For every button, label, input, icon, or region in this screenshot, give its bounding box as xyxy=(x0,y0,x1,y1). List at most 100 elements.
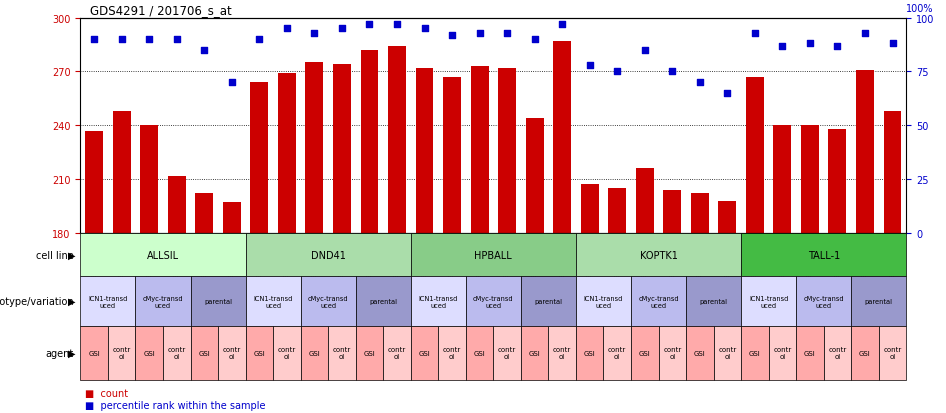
Bar xyxy=(879,326,906,380)
Point xyxy=(197,47,212,54)
Text: contr
ol: contr ol xyxy=(222,347,241,360)
Bar xyxy=(745,78,763,233)
Text: parental: parental xyxy=(700,299,727,304)
Bar xyxy=(741,277,797,326)
Text: parental: parental xyxy=(369,299,397,304)
Bar xyxy=(411,277,465,326)
Text: contr
ol: contr ol xyxy=(884,347,902,360)
Text: contr
ol: contr ol xyxy=(388,347,406,360)
Bar xyxy=(686,277,741,326)
Point xyxy=(830,43,845,50)
Bar xyxy=(576,277,631,326)
Text: cMyc-transd
uced: cMyc-transd uced xyxy=(473,295,514,308)
Text: GSI: GSI xyxy=(144,350,155,356)
Bar xyxy=(741,233,906,277)
Text: contr
ol: contr ol xyxy=(167,347,185,360)
Bar xyxy=(135,326,163,380)
Bar xyxy=(801,126,819,233)
Bar xyxy=(686,326,713,380)
Bar xyxy=(301,277,356,326)
Point xyxy=(279,26,294,33)
Text: cMyc-transd
uced: cMyc-transd uced xyxy=(143,295,184,308)
Point xyxy=(169,37,184,43)
Text: 100%: 100% xyxy=(906,4,934,14)
Bar xyxy=(494,326,521,380)
Bar xyxy=(273,326,301,380)
Bar xyxy=(443,78,461,233)
Point xyxy=(554,22,569,28)
Text: contr
ol: contr ol xyxy=(608,347,626,360)
Bar xyxy=(383,326,411,380)
Text: GSI: GSI xyxy=(859,350,871,356)
Bar xyxy=(415,69,433,233)
Bar xyxy=(113,112,131,233)
Bar xyxy=(465,326,494,380)
Text: GSI: GSI xyxy=(639,350,651,356)
Text: GSI: GSI xyxy=(694,350,706,356)
Bar xyxy=(499,69,517,233)
Bar xyxy=(163,326,190,380)
Bar xyxy=(608,189,626,233)
Point xyxy=(665,69,680,76)
Bar xyxy=(360,51,378,233)
Text: GSI: GSI xyxy=(254,350,265,356)
Point xyxy=(527,37,542,43)
Bar xyxy=(470,67,488,233)
Bar xyxy=(663,190,681,233)
Text: ICN1-transd
uced: ICN1-transd uced xyxy=(418,295,458,308)
Text: genotype/variation: genotype/variation xyxy=(0,297,74,306)
Point xyxy=(334,26,349,33)
Bar xyxy=(797,277,851,326)
Text: ICN1-transd
uced: ICN1-transd uced xyxy=(584,295,623,308)
Bar xyxy=(526,119,544,233)
Text: HPBALL: HPBALL xyxy=(475,250,512,260)
Point xyxy=(747,30,762,37)
Bar xyxy=(328,326,356,380)
Bar xyxy=(85,131,103,233)
Point xyxy=(582,62,597,69)
Bar xyxy=(80,326,108,380)
Bar xyxy=(246,326,273,380)
Bar xyxy=(80,277,135,326)
Bar xyxy=(246,233,411,277)
Text: parental: parental xyxy=(865,299,893,304)
Bar xyxy=(356,326,383,380)
Bar xyxy=(306,63,324,233)
Bar xyxy=(856,71,874,233)
Bar xyxy=(521,277,576,326)
Bar xyxy=(768,326,797,380)
Text: GDS4291 / 201706_s_at: GDS4291 / 201706_s_at xyxy=(90,4,232,17)
Bar xyxy=(851,277,906,326)
Text: GSI: GSI xyxy=(419,350,430,356)
Text: GSI: GSI xyxy=(474,350,485,356)
Text: ■  count: ■ count xyxy=(85,388,129,398)
Point xyxy=(638,47,653,54)
Bar xyxy=(631,277,686,326)
Point xyxy=(87,37,102,43)
Bar xyxy=(718,201,736,233)
Point xyxy=(857,30,872,37)
Bar xyxy=(549,326,576,380)
Text: TALL-1: TALL-1 xyxy=(808,250,840,260)
Text: contr
ol: contr ol xyxy=(829,347,847,360)
Bar xyxy=(167,176,185,233)
Bar xyxy=(521,326,549,380)
Bar xyxy=(251,83,269,233)
Text: cMyc-transd
uced: cMyc-transd uced xyxy=(803,295,844,308)
Point xyxy=(224,80,239,86)
Bar xyxy=(636,169,654,233)
Text: GSI: GSI xyxy=(529,350,540,356)
Text: KOPTK1: KOPTK1 xyxy=(639,250,677,260)
Text: parental: parental xyxy=(204,299,232,304)
Text: contr
ol: contr ol xyxy=(278,347,296,360)
Text: cMyc-transd
uced: cMyc-transd uced xyxy=(307,295,348,308)
Bar xyxy=(190,326,218,380)
Bar xyxy=(604,326,631,380)
Bar xyxy=(884,112,902,233)
Bar xyxy=(713,326,741,380)
Point xyxy=(720,90,735,97)
Bar xyxy=(658,326,686,380)
Text: ▶: ▶ xyxy=(68,348,76,358)
Bar xyxy=(829,130,847,233)
Text: ICN1-transd
uced: ICN1-transd uced xyxy=(88,295,128,308)
